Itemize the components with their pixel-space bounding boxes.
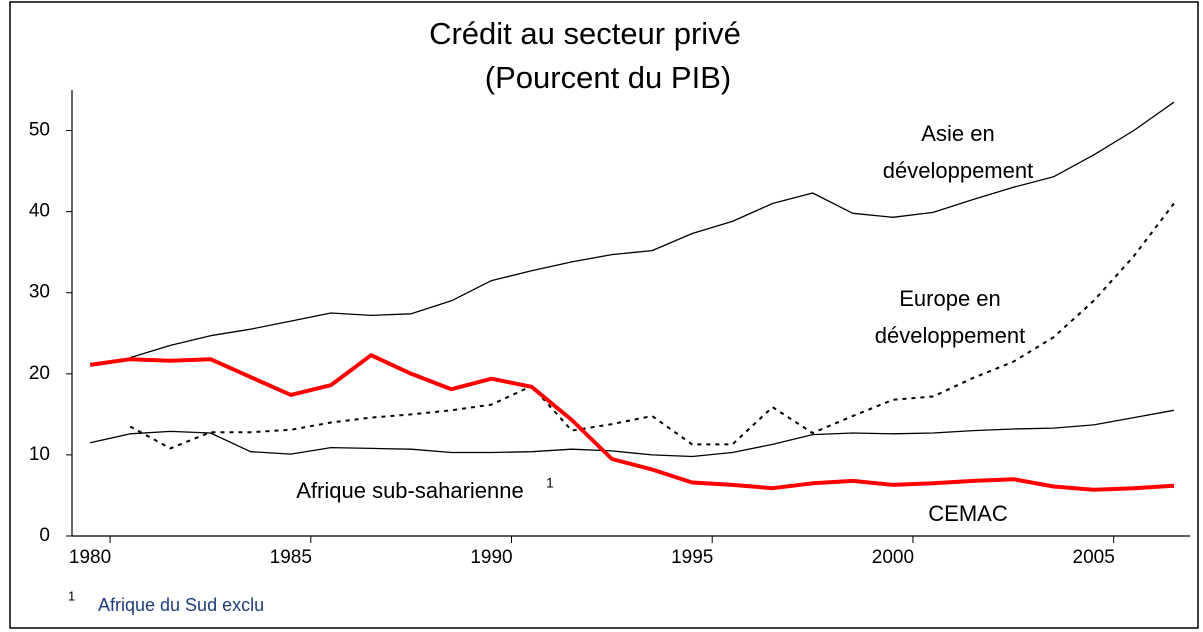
series-label: CEMAC [928,501,1008,526]
x-tick-label: 1990 [470,547,512,568]
series-line [89,409,1175,458]
series-label: développement [875,323,1025,348]
x-tick-label: 1980 [69,547,111,568]
series-line [130,101,1175,359]
series-label: développement [883,158,1033,183]
x-tick-label: 2000 [872,547,914,568]
x-tick-label: 1985 [270,547,312,568]
y-tick-label: 50 [29,120,50,141]
y-tick-label: 10 [29,444,50,465]
y-tick-label: 30 [29,282,50,303]
chart-subtitle: (Pourcent du PIB) [485,60,731,95]
x-tick-label: 1995 [671,547,713,568]
series-label: Afrique sub-saharienne [296,478,523,503]
series-label: Asie en [921,121,994,146]
frame [9,1,1199,629]
series-label-note: 1 [546,475,554,491]
series-label: Europe en [899,286,1001,311]
y-tick-label: 40 [29,201,50,222]
series-line [129,202,1175,450]
series-line [89,353,1175,492]
footnote: Afrique du Sud exclu [98,595,264,615]
y-tick-label: 0 [39,525,50,546]
x-tick-label: 2005 [1073,547,1115,568]
footnote-mark: 1 [68,588,75,603]
y-tick-label: 20 [29,363,50,384]
chart-title: Crédit au secteur privé [429,16,741,51]
